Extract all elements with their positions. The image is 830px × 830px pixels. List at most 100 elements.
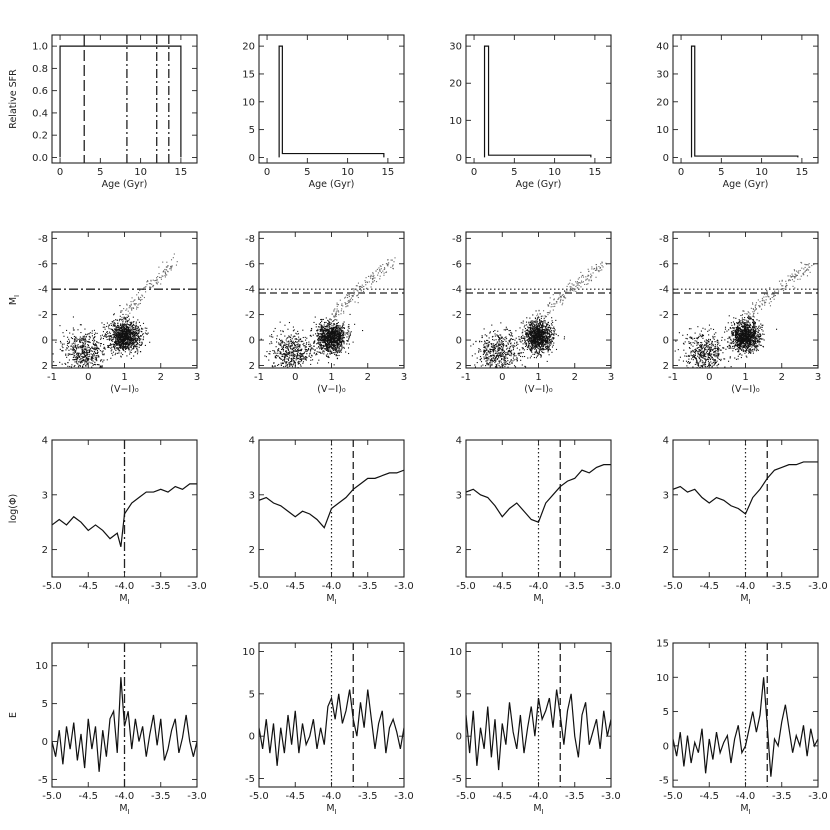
data-point (545, 329, 547, 331)
data-point (284, 347, 286, 349)
data-point (544, 320, 546, 322)
data-point (332, 331, 334, 333)
data-point (121, 345, 123, 347)
data-point (322, 346, 325, 348)
data-point (72, 329, 75, 331)
data-point (330, 352, 333, 354)
data-point (543, 317, 545, 319)
data-point (320, 347, 322, 349)
data-point (112, 338, 114, 340)
data-point (497, 330, 499, 332)
data-point (310, 327, 313, 330)
data-point (121, 347, 123, 349)
x-tick-label: 0 (85, 372, 91, 383)
data-point (304, 346, 306, 348)
data-point (101, 334, 104, 336)
data-point (123, 336, 125, 338)
data-point (306, 342, 308, 344)
data-point (90, 356, 92, 358)
data-point (499, 338, 501, 340)
data-point (348, 324, 350, 326)
data-point (474, 366, 477, 368)
data-point (504, 339, 506, 341)
data-point (84, 338, 87, 340)
data-point (142, 322, 145, 324)
data-point (281, 346, 283, 348)
data-point (337, 348, 339, 350)
data-point (325, 338, 327, 340)
data-point (502, 353, 504, 355)
data-point (317, 339, 319, 341)
y-tick-label: 0.0 (32, 153, 48, 164)
data-point (290, 345, 292, 347)
data-point (139, 340, 141, 342)
data-point (75, 361, 77, 363)
data-point (131, 297, 133, 299)
data-point (506, 345, 508, 347)
data-point (491, 345, 493, 347)
data-point (135, 333, 137, 335)
data-point (319, 341, 321, 343)
data-point (303, 357, 305, 359)
data-point (495, 366, 497, 368)
data-point (490, 349, 492, 351)
data-point (135, 341, 137, 343)
data-point (126, 329, 128, 331)
data-point (527, 338, 529, 340)
data-point (130, 336, 132, 339)
data-point (63, 335, 65, 337)
data-point (342, 322, 344, 324)
data-point (330, 339, 332, 341)
data-point (290, 363, 292, 365)
data-point (321, 345, 323, 347)
data-point (539, 323, 541, 325)
data-point (285, 343, 287, 345)
data-point (82, 338, 84, 340)
data-point (135, 340, 137, 342)
data-point (340, 331, 342, 333)
data-point (526, 333, 528, 335)
data-point (72, 342, 75, 344)
data-point (329, 327, 331, 329)
data-point (327, 334, 329, 336)
data-point (321, 330, 324, 332)
data-point (549, 331, 551, 333)
data-point (336, 323, 338, 325)
data-point (509, 338, 512, 340)
data-point (486, 335, 488, 337)
data-point (147, 332, 149, 334)
data-point (550, 343, 552, 345)
data-point (292, 364, 294, 366)
data-point (534, 317, 536, 319)
point-cloud-red-giant-clump (309, 313, 364, 366)
data-point (383, 267, 386, 269)
data-point (550, 336, 552, 338)
data-point (314, 316, 316, 318)
data-point (285, 364, 287, 366)
data-point (300, 350, 302, 352)
data-point (489, 348, 491, 350)
data-point (93, 336, 96, 338)
data-point (536, 352, 538, 354)
data-point (88, 341, 90, 343)
data-point (83, 350, 85, 352)
data-point (123, 342, 125, 344)
data-point (329, 346, 331, 348)
data-point (328, 343, 330, 345)
data-point (341, 339, 343, 341)
data-point (328, 324, 330, 326)
data-point (104, 348, 106, 350)
data-point (329, 337, 331, 339)
data-point (279, 353, 281, 355)
data-point (505, 363, 507, 365)
data-point (73, 329, 75, 331)
data-point (120, 356, 122, 358)
data-point (123, 333, 125, 335)
data-point (528, 343, 530, 345)
data-point (128, 337, 130, 339)
data-point (298, 338, 300, 340)
data-point (82, 339, 84, 341)
data-point (299, 345, 301, 347)
data-point (335, 313, 337, 315)
data-point (111, 328, 113, 331)
